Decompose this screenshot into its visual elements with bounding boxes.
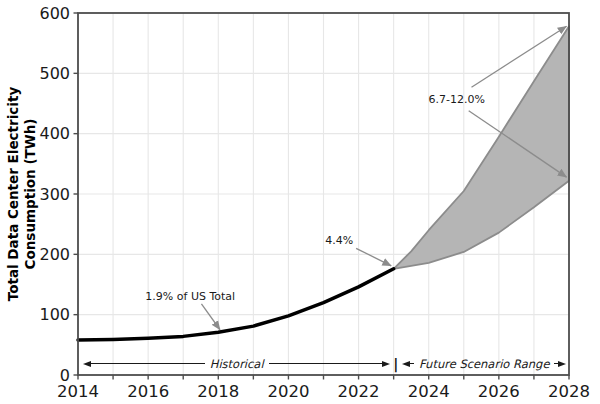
future-range-band — [394, 26, 569, 269]
left-arrowhead-icon — [402, 361, 410, 367]
x-tick-label: 2018 — [197, 382, 239, 401]
y-tick-label: 500 — [39, 64, 70, 83]
y-tick-label: 0 — [60, 366, 70, 385]
x-tick-label: 2022 — [338, 382, 380, 401]
historical-span-annotation: Historical — [83, 357, 390, 371]
y-tick-label: 600 — [39, 4, 70, 23]
x-tick-label: 2014 — [57, 382, 99, 401]
left-arrowhead-icon — [83, 361, 91, 367]
right-arrowhead-icon — [558, 361, 566, 367]
annotation-1-9-percent-us-total: 1.9% of US Total — [145, 289, 235, 302]
y-tick-label: 200 — [39, 245, 70, 264]
historical-span-label: Historical — [210, 357, 264, 371]
x-tick-label: 2026 — [478, 382, 520, 401]
plot-svg: 2014 2016 2018 2020 2022 2024 2026 2028 0 100 200 3… — [0, 0, 600, 404]
x-tick-label: 2020 — [267, 382, 309, 401]
annotation-arrow — [356, 248, 391, 265]
y-tick-label: 100 — [39, 305, 70, 324]
annotation-4-4-percent: 4.4% — [325, 233, 353, 246]
future-scenario-span-label: Future Scenario Range — [419, 357, 549, 371]
right-arrowhead-icon — [382, 361, 390, 367]
y-axis-label: Total Data Center Electricity Consumptio… — [5, 87, 40, 301]
arrow-line — [410, 363, 414, 364]
chart-container: 2014 2016 2018 2020 2022 2024 2026 2028 0 100 200 3… — [0, 0, 600, 404]
x-tick-label: 2024 — [408, 382, 450, 401]
y-tick-label: 400 — [39, 124, 70, 143]
y-tick-label: 300 — [39, 185, 70, 204]
annotation-6-7-12-0-percent: 6.7-12.0% — [429, 92, 485, 105]
arrow-line — [269, 363, 383, 364]
y-axis-label-line-1: Total Data Center Electricity — [5, 87, 22, 301]
x-tick-label: 2016 — [127, 382, 169, 401]
y-axis-label-line-2: Consumption (TWh) — [22, 87, 39, 301]
annotation-arrow — [201, 304, 220, 330]
future-scenario-span-annotation: Future Scenario Range — [402, 357, 566, 371]
historical-line — [78, 269, 394, 340]
historical-future-divider: | — [393, 357, 398, 371]
arrow-line — [91, 363, 205, 364]
x-tick-label: 2028 — [548, 382, 590, 401]
